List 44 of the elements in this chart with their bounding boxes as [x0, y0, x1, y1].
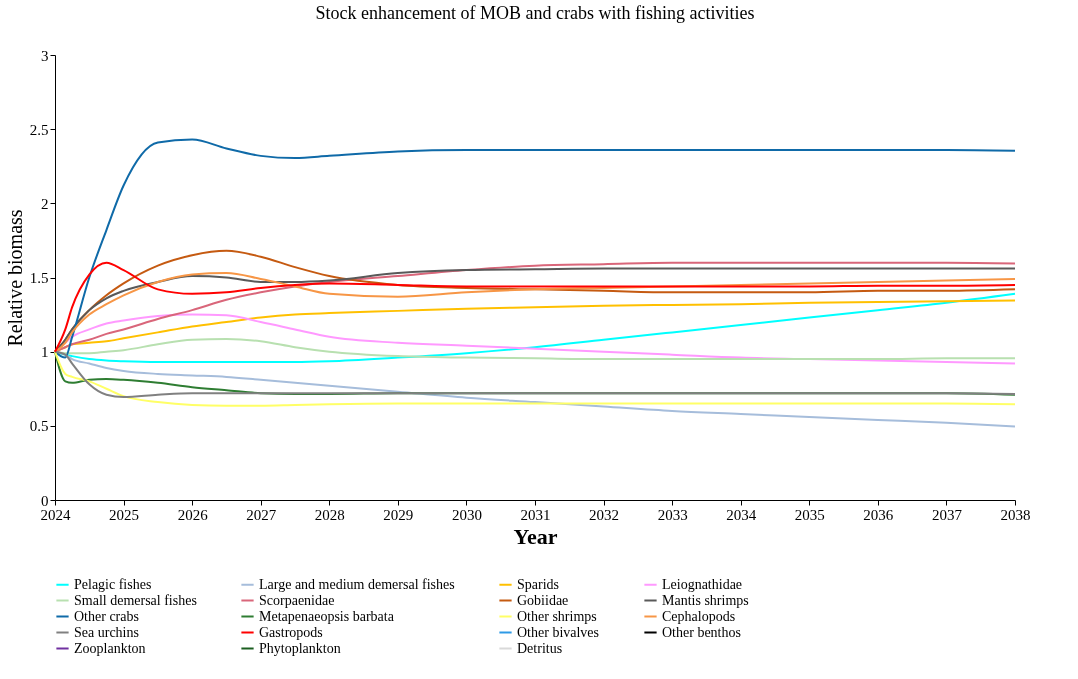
x-tick-label: 2028 [314, 506, 345, 523]
y-tick-label: 2 [41, 195, 49, 212]
y-tick-label: 2.5 [29, 121, 49, 138]
legend-label: Other benthos [662, 624, 741, 640]
legend-label: Other shrimps [517, 608, 597, 624]
legend-label: Other crabs [74, 608, 139, 624]
x-tick-label: 2037 [931, 506, 963, 523]
x-tick-label: 2031 [520, 506, 551, 523]
legend-label: Phytoplankton [259, 640, 341, 656]
x-axis-title: Year [513, 523, 558, 549]
legend-label: Large and medium demersal fishes [259, 576, 455, 592]
x-tick-label: 2033 [657, 506, 688, 523]
y-tick-label: 3 [41, 47, 49, 64]
legend-label: Other bivalves [517, 624, 600, 640]
y-tick-label: 0.5 [29, 418, 49, 435]
y-tick-label: 1 [41, 344, 49, 361]
legend-label: Gobiidae [517, 592, 569, 608]
legend-label: Metapenaeopsis barbata [259, 608, 395, 624]
x-tick-label: 2030 [451, 506, 482, 523]
legend-label: Cephalopods [662, 608, 736, 624]
legend-label: Detritus [517, 640, 563, 656]
legend-label: Mantis shrimps [662, 592, 749, 608]
x-tick-label: 2038 [1000, 506, 1031, 523]
y-tick-label: 0 [41, 492, 49, 509]
x-tick-label: 2026 [177, 506, 209, 523]
x-tick-label: 2032 [589, 506, 620, 523]
legend-label: Zooplankton [74, 640, 146, 656]
legend-label: Sea urchins [74, 624, 139, 640]
legend-label: Scorpaenidae [259, 592, 335, 608]
y-tick-label: 1.5 [29, 270, 49, 286]
x-tick-label: 2025 [109, 506, 140, 523]
legend-label: Sparids [517, 576, 559, 592]
x-tick-label: 2029 [383, 506, 414, 523]
legend-label: Pelagic fishes [74, 576, 152, 592]
x-tick-label: 2024 [40, 506, 71, 523]
x-tick-label: 2027 [246, 506, 277, 523]
legend-label: Leiognathidae [662, 576, 743, 592]
y-axis-title: Relative biomass [3, 209, 26, 347]
x-tick-label: 2035 [794, 506, 825, 523]
legend-label: Gastropods [259, 624, 323, 640]
x-tick-label: 2034 [726, 506, 757, 523]
x-tick-label: 2036 [863, 506, 894, 523]
chart-title: Stock enhancement of MOB and crabs with fishing activities [315, 3, 755, 23]
legend-label: Small demersal fishes [74, 592, 197, 608]
